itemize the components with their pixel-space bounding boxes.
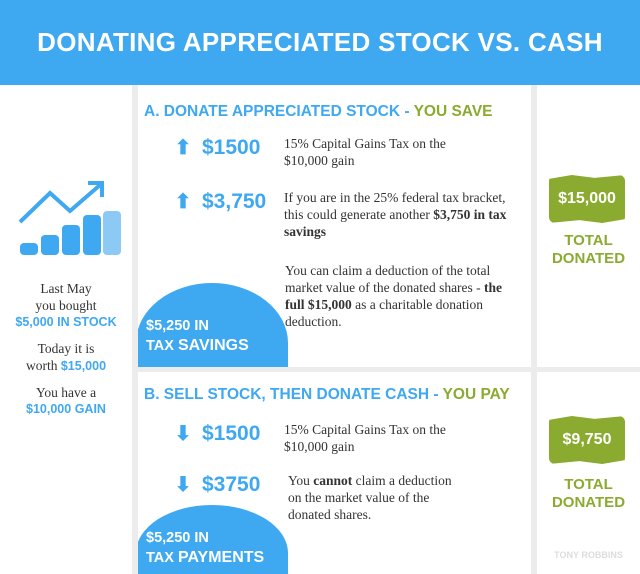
arrow-up-icon: ⬆	[174, 137, 192, 159]
left-column: Last May you bought $5,000 IN STOCK Toda…	[0, 85, 132, 574]
gain-line1: You have a	[35, 385, 97, 400]
section-b: B. SELL STOCK, THEN DONATE CASH - YOU PA…	[138, 372, 531, 574]
today-line2: worth	[25, 358, 61, 373]
section-a-total: $15,000 TOTAL DONATED	[537, 85, 640, 367]
section-b-title: B. SELL STOCK, THEN DONATE CASH - YOU PA…	[144, 386, 510, 403]
growth-chart-coins-icon	[18, 181, 121, 255]
description: 15% Capital Gains Tax on the $10,000 gai…	[284, 422, 446, 454]
amount: $1500	[202, 135, 261, 159]
total-donated-label: TOTAL DONATED	[551, 476, 626, 511]
description: You cannot claim a deduction on the mark…	[288, 473, 452, 522]
amount: $1500	[202, 421, 261, 445]
tax-savings-badge: $5,250 IN TAX SAVINGS	[138, 283, 288, 367]
bought-amount: $5,000 IN STOCK	[15, 315, 117, 329]
bought-line2: you bought	[35, 298, 97, 313]
watermark: TONY ROBBINS	[554, 550, 623, 560]
amount: $3750	[202, 472, 261, 496]
gain-amount: $10,000 GAIN	[26, 402, 106, 416]
today-line1: Today it is	[37, 341, 95, 356]
total-donated-value: $15,000	[549, 175, 625, 223]
arrow-down-icon: ⬇	[174, 423, 192, 445]
total-donated-value: $9,750	[549, 416, 625, 464]
amount: $3,750	[202, 189, 267, 213]
section-a: A. DONATE APPRECIATED STOCK - YOU SAVE ⬆…	[138, 85, 531, 367]
bought-line1: Last May	[40, 281, 92, 296]
total-donated-label: TOTAL DONATED	[551, 232, 626, 267]
deduction-note: You can claim a deduction of the total m…	[285, 263, 503, 329]
section-b-total: $9,750 TOTAL DONATED TONY ROBBINS	[537, 372, 640, 574]
page-title: DONATING APPRECIATED STOCK VS. CASH	[0, 0, 640, 85]
today-value: $15,000	[60, 359, 107, 373]
tax-payments-badge: $5,250 IN TAX PAYMENTS	[138, 505, 288, 574]
arrow-down-icon: ⬇	[174, 474, 192, 496]
section-a-title: A. DONATE APPRECIATED STOCK - YOU SAVE	[144, 103, 493, 120]
arrow-up-icon: ⬆	[174, 191, 192, 213]
description: 15% Capital Gains Tax on the $10,000 gai…	[284, 136, 446, 168]
description: If you are in the 25% federal tax bracke…	[284, 190, 507, 239]
